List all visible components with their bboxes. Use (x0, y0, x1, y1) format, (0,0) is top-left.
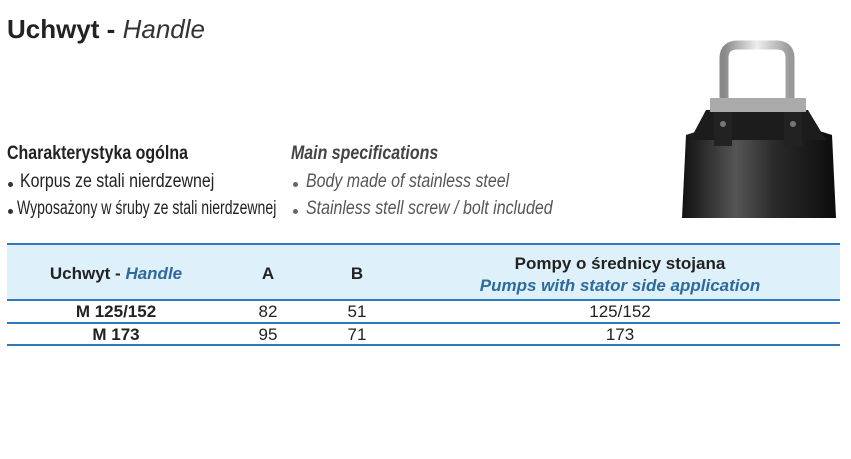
column-header-bold: Uchwyt - (49, 264, 121, 283)
column-header: B (350, 264, 364, 283)
table-cell: 82 (258, 302, 278, 321)
spec-item: Body made of stainless steel (306, 171, 548, 193)
specs-heading-text: Main specifications (291, 143, 439, 164)
bullet (293, 182, 298, 187)
table-cell: 71 (347, 325, 367, 344)
specs-heading: Charakterystyka ogólna (7, 143, 222, 165)
table-cell: 95 (258, 325, 278, 344)
column-header-italic: Pumps with stator side application (479, 276, 761, 295)
table-rule (7, 299, 840, 301)
column-header-bold: Pompy o średnicy stojana (514, 254, 726, 273)
table-cell: 125/152 (589, 302, 651, 321)
handle-image (682, 40, 836, 218)
spec-item-text: Korpus ze stali nierdzewnej (20, 171, 215, 192)
table-cell: 173 (605, 325, 635, 344)
title: Uchwyt - Handle (7, 14, 205, 45)
table-rule (7, 344, 840, 346)
column-header: Uchwyt - Handle (50, 264, 182, 284)
title-bold: Uchwyt - (7, 14, 116, 44)
spec-item: Korpus ze stali nierdzewnej (20, 171, 251, 193)
title-italic: Handle (122, 14, 205, 44)
table-cell: M 173 (92, 325, 140, 344)
table-rule (7, 322, 840, 324)
column-header: A (261, 264, 275, 283)
table-rule (7, 243, 840, 245)
table-cell: M 125/152 (75, 302, 157, 321)
spec-item-text: Body made of stainless steel (306, 171, 510, 192)
bullet (8, 182, 13, 187)
spec-item-text: Stainless stell screw / bolt included (306, 198, 553, 219)
bullet (293, 209, 298, 214)
spec-item: Stainless stell screw / bolt included (306, 198, 600, 220)
column-header-italic: Handle (125, 264, 183, 283)
bullet (8, 209, 13, 214)
spec-item: Wyposażony w śruby ze stali nierdzewnej (17, 198, 367, 220)
table-cell: 51 (347, 302, 367, 321)
column-header: Pompy o średnicy stojana Pumps with stato… (480, 253, 761, 297)
specs-heading-text: Charakterystyka ogólna (7, 143, 188, 164)
table-header-band (7, 245, 840, 299)
spec-item-text: Wyposażony w śruby ze stali nierdzewnej (17, 198, 277, 219)
specs-heading: Main specifications (291, 143, 466, 165)
